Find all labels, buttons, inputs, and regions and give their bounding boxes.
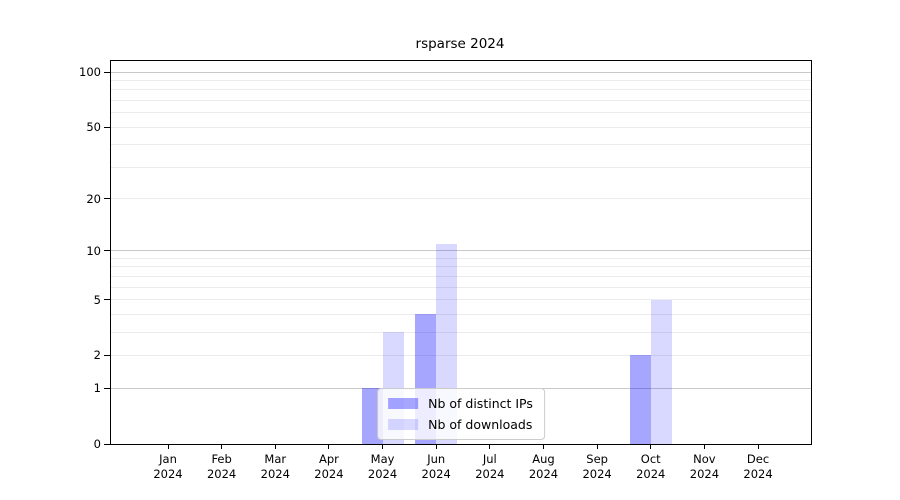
bar-downloads: [650, 299, 672, 444]
chart-title: rsparse 2024: [415, 36, 505, 52]
legend: Nb of distinct IPs Nb of downloads: [377, 388, 545, 440]
y-tick-mark: [104, 126, 110, 128]
legend-swatch-downloads: [388, 419, 419, 430]
y-tick-mark: [104, 354, 110, 356]
x-tick-year: 2024: [367, 467, 398, 481]
legend-swatch-distinct-ips: [388, 398, 419, 409]
x-tick-year: 2024: [743, 467, 773, 481]
x-tick-mark: [435, 444, 437, 449]
y-tick-label: 1: [93, 381, 101, 396]
minor-gridline: [111, 275, 811, 277]
x-tick-mark: [596, 444, 598, 449]
y-tick-mark: [104, 443, 110, 445]
x-tick-mark: [489, 444, 491, 449]
legend-label-downloads: Nb of downloads: [428, 417, 533, 432]
minor-gridline: [111, 286, 811, 288]
x-tick-year: 2024: [636, 467, 666, 481]
x-tick-mark: [328, 444, 330, 449]
y-tick-mark: [104, 198, 110, 200]
legend-row-downloads: Nb of downloads: [388, 417, 533, 432]
x-tick-label: Apr 2024: [297, 452, 361, 482]
x-tick-year: 2024: [260, 467, 290, 481]
x-tick-label: Feb 2024: [190, 452, 254, 482]
minor-gridline: [111, 354, 811, 356]
minor-gridline: [111, 313, 811, 315]
x-tick-year: 2024: [421, 467, 451, 481]
minor-gridline: [111, 257, 811, 259]
legend-label-distinct-ips: Nb of distinct IPs: [428, 396, 533, 411]
x-tick-label: Jan 2024: [136, 452, 200, 482]
x-tick-mark: [274, 444, 276, 449]
x-tick-label: Mar 2024: [243, 452, 307, 482]
minor-gridline: [111, 166, 811, 168]
minor-gridline: [111, 331, 811, 333]
x-tick-label: Dec 2024: [726, 452, 790, 482]
y-tick-label: 10: [86, 243, 101, 258]
x-tick-label: Nov 2024: [672, 452, 736, 482]
minor-gridline: [111, 112, 811, 114]
x-tick-year: 2024: [582, 467, 612, 481]
x-tick-year: 2024: [528, 467, 559, 481]
x-tick-year: 2024: [314, 467, 344, 481]
x-tick-mark: [221, 444, 223, 449]
x-tick-label: May 2024: [351, 452, 415, 482]
minor-gridline: [111, 299, 811, 301]
major-gridline: [111, 250, 811, 252]
y-tick-mark: [104, 299, 110, 301]
minor-gridline: [111, 89, 811, 91]
x-tick-mark: [650, 444, 652, 449]
y-tick-mark: [104, 250, 110, 252]
y-tick-label: 0: [93, 437, 101, 451]
x-tick-year: 2024: [206, 467, 237, 481]
y-tick-label: 20: [86, 191, 101, 206]
y-tick-label: 100: [79, 65, 101, 80]
x-tick-mark: [382, 444, 384, 449]
minor-gridline: [111, 100, 811, 102]
y-tick-mark: [104, 71, 110, 73]
x-tick-mark: [167, 444, 169, 449]
x-tick-year: 2024: [689, 467, 720, 481]
y-tick-mark: [104, 387, 110, 389]
x-tick-label: Jun 2024: [404, 452, 468, 482]
x-tick-year: 2024: [153, 467, 183, 481]
x-tick-mark: [757, 444, 759, 449]
minor-gridline: [111, 266, 811, 268]
minor-gridline: [111, 144, 811, 146]
x-tick-label: Aug 2024: [511, 452, 575, 482]
major-gridline: [111, 71, 811, 73]
minor-gridline: [111, 80, 811, 82]
minor-gridline: [111, 198, 811, 200]
x-tick-label: Sep 2024: [565, 452, 629, 482]
x-tick-label: Oct 2024: [619, 452, 683, 482]
y-tick-label: 2: [93, 348, 101, 363]
x-tick-mark: [542, 444, 544, 449]
x-tick-label: Jul 2024: [458, 452, 522, 482]
bar-distinct-ips: [629, 355, 651, 444]
y-tick-label: 5: [93, 292, 101, 307]
x-tick-mark: [703, 444, 705, 449]
minor-gridline: [111, 126, 811, 128]
plot-area: 0 1 2 5 10 20 50 100 Jan 2024 Feb 2024 Mar 2024 Apr 202…: [79, 60, 812, 481]
x-tick-year: 2024: [475, 467, 505, 481]
legend-row-distinct-ips: Nb of distinct IPs: [388, 396, 533, 411]
y-tick-label: 50: [86, 120, 101, 135]
